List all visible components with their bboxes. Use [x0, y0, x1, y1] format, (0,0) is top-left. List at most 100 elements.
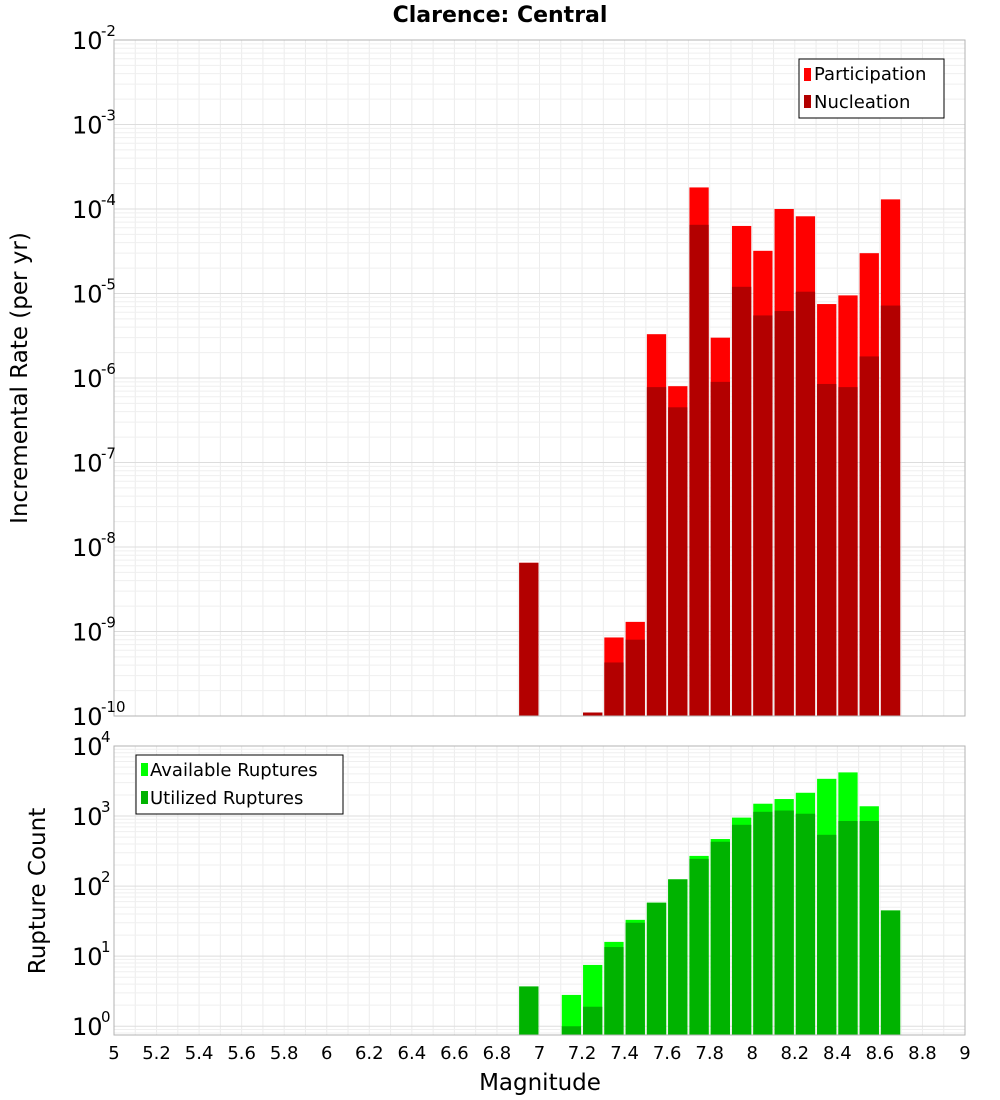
- x-tick-label: 8.4: [823, 1043, 852, 1064]
- y-tick-exponent: 1: [101, 938, 111, 956]
- bar-nucleation: [774, 311, 794, 716]
- bar-utilized-ruptures: [625, 922, 645, 1035]
- x-tick-label: 6.2: [355, 1043, 384, 1064]
- bottom-bars: [519, 772, 901, 1035]
- x-tick-label: 6.4: [398, 1043, 427, 1064]
- x-tick-label: 5.4: [185, 1043, 214, 1064]
- y-tick-exponent: -6: [101, 360, 116, 378]
- y-tick-exponent: 4: [101, 728, 111, 746]
- x-tick-label: 8.2: [780, 1043, 809, 1064]
- y-tick-exponent: -10: [101, 698, 126, 716]
- top-bars: [519, 187, 901, 717]
- chart-title: Clarence: Central: [393, 3, 608, 28]
- bar-nucleation: [710, 381, 730, 716]
- legend-label-nucleation: Nucleation: [814, 92, 910, 113]
- bottom-y-axis-label: Rupture Count: [25, 808, 51, 974]
- bar-nucleation: [519, 562, 539, 716]
- y-tick-label: 10: [72, 281, 103, 309]
- x-tick-label: 6.8: [483, 1043, 512, 1064]
- y-tick-label: 10: [72, 534, 103, 562]
- x-tick-label: 6: [321, 1043, 332, 1064]
- bar-utilized-ruptures: [795, 813, 816, 1035]
- x-axis-label: Magnitude: [479, 1070, 601, 1096]
- top-legend: Participation Nucleation: [798, 58, 945, 119]
- x-tick-label: 5.2: [142, 1043, 171, 1064]
- bar-nucleation: [880, 305, 901, 716]
- top-gridlines: [113, 40, 966, 717]
- legend-label-participation: Participation: [814, 64, 926, 85]
- y-tick-exponent: -9: [101, 614, 116, 632]
- legend-label-available: Available Ruptures: [150, 760, 318, 781]
- x-tick-label: 8.8: [908, 1043, 937, 1064]
- y-tick-label: 10: [72, 873, 103, 901]
- x-tick-label: 8.6: [866, 1043, 895, 1064]
- y-tick-label: 10: [72, 803, 103, 831]
- y-tick-exponent: 3: [101, 798, 111, 816]
- bar-nucleation: [731, 286, 752, 716]
- top-panel: 10-210-310-410-510-610-710-810-910-10 In…: [7, 22, 966, 731]
- x-tick-label: 5: [108, 1043, 119, 1064]
- top-plot-border: [113, 39, 966, 717]
- bar-utilized-ruptures: [731, 824, 752, 1035]
- legend-swatch-nucleation: [804, 95, 811, 108]
- bar-utilized-ruptures: [668, 879, 688, 1035]
- bar-nucleation: [646, 387, 667, 716]
- bar-utilized-ruptures: [604, 947, 624, 1035]
- bar-utilized-ruptures: [519, 986, 539, 1035]
- legend-swatch-utilized: [141, 791, 148, 804]
- y-tick-label: 10: [72, 733, 103, 761]
- y-tick-label: 10: [72, 703, 103, 731]
- x-tick-label: 5.8: [270, 1043, 299, 1064]
- top-legend-box: [798, 58, 945, 119]
- bar-nucleation: [583, 712, 603, 716]
- y-tick-label: 10: [72, 112, 103, 140]
- bar-utilized-ruptures: [710, 841, 730, 1035]
- legend-swatch-participation: [804, 68, 811, 81]
- bar-nucleation: [859, 356, 879, 716]
- bar-nucleation: [753, 315, 773, 716]
- x-tick-label: 9: [959, 1043, 970, 1064]
- x-tick-label: 7.2: [568, 1043, 597, 1064]
- y-tick-label: 10: [72, 27, 103, 55]
- y-tick-exponent: 0: [101, 1008, 111, 1026]
- bottom-legend-box: [135, 754, 344, 815]
- bar-nucleation: [604, 662, 624, 716]
- y-tick-exponent: -8: [101, 529, 116, 547]
- bar-utilized-ruptures: [838, 821, 858, 1035]
- x-axis-ticks: 5 5.2 5.4 5.6 5.8 6 6.2 6.4 6.6 6.8 7 7.2 7.4 7.6 7.8 8…: [108, 1043, 970, 1064]
- bar-nucleation: [689, 224, 709, 716]
- bar-utilized-ruptures: [753, 811, 773, 1035]
- bar-utilized-ruptures: [561, 1026, 582, 1035]
- bar-utilized-ruptures: [646, 902, 667, 1035]
- bar-utilized-ruptures: [859, 821, 879, 1035]
- top-y-ticks: 10-210-310-410-510-610-710-810-910-10: [72, 22, 126, 731]
- bar-utilized-ruptures: [880, 910, 901, 1035]
- bar-utilized-ruptures: [689, 858, 709, 1035]
- bar-nucleation: [668, 407, 688, 716]
- bar-nucleation: [817, 383, 837, 716]
- bar-available-ruptures: [561, 994, 582, 1035]
- y-tick-exponent: 2: [101, 868, 111, 886]
- x-tick-label: 7: [534, 1043, 545, 1064]
- top-y-axis-label: Incremental Rate (per yr): [7, 232, 33, 524]
- x-tick-label: 7.8: [695, 1043, 724, 1064]
- y-tick-label: 10: [72, 619, 103, 647]
- y-tick-label: 10: [72, 365, 103, 393]
- y-tick-label: 10: [72, 196, 103, 224]
- bottom-legend: Available Ruptures Utilized Ruptures: [135, 754, 344, 815]
- y-tick-exponent: -3: [101, 107, 116, 125]
- y-tick-exponent: -2: [101, 22, 116, 40]
- bar-utilized-ruptures: [583, 1006, 603, 1035]
- y-tick-exponent: -5: [101, 276, 116, 294]
- bar-nucleation: [838, 387, 858, 716]
- x-tick-label: 6.6: [440, 1043, 469, 1064]
- x-tick-label: 7.6: [653, 1043, 682, 1064]
- x-tick-label: 5.6: [227, 1043, 256, 1064]
- x-tick-label: 8: [747, 1043, 758, 1064]
- bar-utilized-ruptures: [774, 810, 794, 1035]
- y-tick-label: 10: [72, 450, 103, 478]
- y-tick-label: 10: [72, 943, 103, 971]
